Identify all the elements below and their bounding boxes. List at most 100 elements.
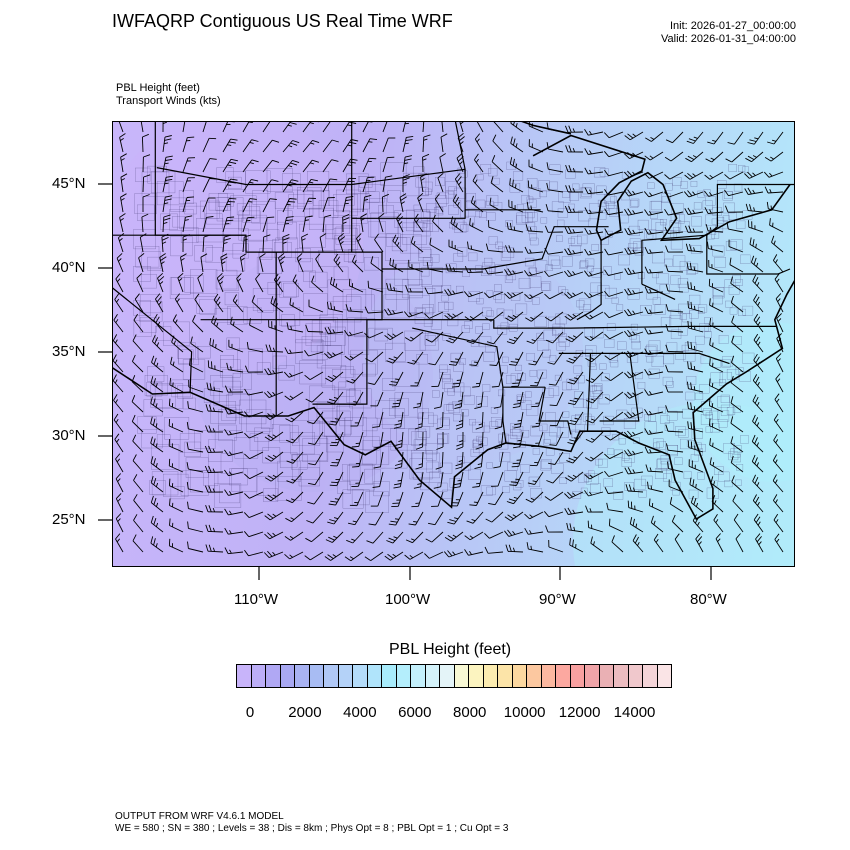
barb-flag <box>704 207 709 214</box>
barb-shaft <box>730 382 744 393</box>
wind-barb <box>362 122 373 133</box>
barb-flag <box>120 138 124 141</box>
barb-flag <box>304 350 309 357</box>
barb-flag <box>415 218 419 223</box>
county-cell <box>637 382 646 389</box>
county-cell <box>710 372 723 384</box>
barb-shaft <box>169 445 184 453</box>
county-cell <box>616 304 624 311</box>
barb-shaft <box>319 237 324 253</box>
barb-flag <box>649 192 653 196</box>
barb-shaft <box>515 351 524 366</box>
barb-shaft <box>611 541 624 553</box>
wind-barb <box>608 518 624 533</box>
barb-shaft <box>731 151 744 163</box>
wind-barb <box>352 451 364 468</box>
barb-flag <box>751 454 756 462</box>
barb-flag <box>211 315 215 323</box>
county-cell <box>354 318 376 338</box>
barb-flag <box>366 540 374 544</box>
barb-flag <box>436 446 444 450</box>
barb-flag <box>402 174 410 178</box>
wind-barb <box>425 531 444 543</box>
wind-barb <box>264 431 284 442</box>
barb-flag <box>285 517 292 523</box>
wind-barb <box>202 234 211 253</box>
county-cell <box>606 205 617 215</box>
barb-flag <box>453 336 458 339</box>
barb-flag <box>305 324 309 332</box>
barb-flag <box>644 446 649 454</box>
barb-shaft <box>749 171 764 179</box>
wind-barb <box>729 257 744 273</box>
barb-flag <box>185 215 193 218</box>
county-cell <box>413 221 425 232</box>
county-cell <box>661 196 669 203</box>
barb-flag <box>413 240 416 245</box>
colorbar-swatch <box>614 665 629 687</box>
barb-shaft <box>651 131 664 142</box>
county-cell <box>231 468 258 492</box>
barb-flag <box>585 438 593 443</box>
county-cell <box>480 485 493 496</box>
barb-shaft <box>456 491 464 507</box>
county-cell <box>719 379 726 386</box>
county-cell <box>445 181 457 191</box>
colorbar-swatch <box>353 665 368 687</box>
barb-flag <box>752 494 757 501</box>
colorbar-swatch <box>382 665 397 687</box>
wind-barb <box>330 451 344 467</box>
wind-barb <box>168 478 184 493</box>
wind-barb <box>564 205 584 213</box>
wind-barb <box>440 133 448 153</box>
barb-flag <box>453 486 461 489</box>
barb-shaft <box>139 237 144 253</box>
wind-barb <box>162 214 171 233</box>
barb-shaft <box>608 171 624 177</box>
barb-shaft <box>440 391 444 407</box>
barb-flag <box>332 352 336 356</box>
wind-barb <box>772 454 784 473</box>
county-cell <box>486 310 494 317</box>
barb-flag <box>175 319 178 324</box>
barb-flag <box>422 158 427 161</box>
barb-flag <box>632 229 636 234</box>
barb-flag <box>180 258 185 261</box>
wind-barb <box>547 351 564 365</box>
barb-flag <box>567 226 572 234</box>
barb-flag <box>769 218 771 226</box>
county-cell <box>391 237 408 252</box>
barb-flag <box>604 376 611 381</box>
wind-barb <box>422 134 431 153</box>
barb-flag <box>649 370 652 375</box>
wind-barb <box>665 424 684 433</box>
barb-flag <box>212 407 216 412</box>
barb-shaft <box>548 546 564 553</box>
county-cell <box>461 462 471 471</box>
wind-barb <box>182 177 195 193</box>
county-cell <box>619 214 629 224</box>
barb-shaft <box>182 177 189 193</box>
wind-barb <box>284 531 304 541</box>
barb-flag <box>208 404 212 412</box>
county-cell <box>308 401 334 424</box>
map-panel[interactable] <box>112 121 795 567</box>
county-cell <box>621 458 632 467</box>
barb-shaft <box>449 311 464 321</box>
county-cell <box>475 199 486 209</box>
barb-shaft <box>150 403 164 413</box>
barb-flag <box>624 467 629 475</box>
colorbar-swatch <box>512 665 527 687</box>
wind-barb <box>644 408 664 416</box>
barb-flag <box>775 439 779 444</box>
wind-barb <box>586 391 604 404</box>
barb-shaft <box>688 191 704 198</box>
wind-barb <box>116 253 124 273</box>
barb-flag <box>632 152 636 157</box>
wind-barb <box>433 471 444 489</box>
barb-flag <box>345 304 349 312</box>
county-cell <box>582 413 592 422</box>
county-cell <box>721 359 731 368</box>
wind-barb <box>603 131 624 139</box>
barb-flag <box>263 552 270 558</box>
